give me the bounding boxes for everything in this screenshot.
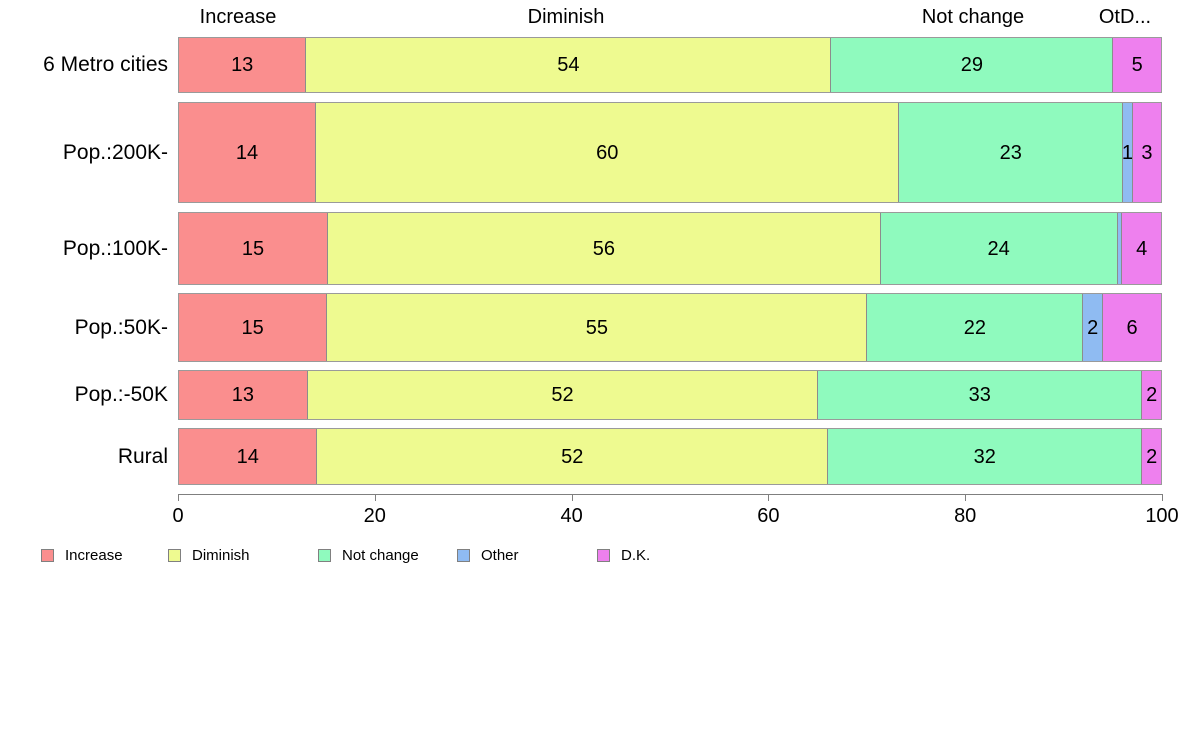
legend-item-not-change: Not change	[318, 547, 419, 564]
segment-value-label: 14	[236, 445, 259, 468]
segment-value-label: 52	[561, 445, 584, 468]
x-axis-tick-label: 20	[363, 505, 386, 527]
segment-value-label: 13	[231, 54, 254, 76]
column-header-diminish: Diminish	[527, 6, 605, 28]
x-axis-tick-label: 60	[757, 505, 780, 527]
segment-value-label: 14	[235, 141, 259, 164]
segment-value-label: 3	[1141, 141, 1153, 164]
segment-value-label: 4	[1136, 237, 1148, 260]
segment-other	[1116, 213, 1122, 284]
segment-other: 2	[1082, 294, 1103, 361]
segment-value-label: 2	[1146, 384, 1158, 406]
segment-value-label: 54	[557, 54, 580, 76]
segment-value-label: 5	[1131, 54, 1143, 76]
legend-item-other: Other	[457, 547, 519, 564]
segment-value-label: 56	[592, 237, 615, 260]
legend-swatch-icon	[41, 549, 54, 562]
segment-d-k-: 2	[1141, 429, 1161, 484]
category-label: Pop.:-50K	[74, 383, 168, 406]
bar-row: 14 60 23 1 3	[178, 102, 1162, 203]
segment-diminish: 56	[327, 213, 880, 284]
x-axis-tick	[571, 494, 573, 501]
column-header-increase: Increase	[199, 6, 277, 28]
bar-row: 15 55 22 2 6	[178, 293, 1162, 362]
legend-item-diminish: Diminish	[168, 547, 250, 564]
segment-diminish: 60	[315, 103, 899, 202]
legend-label: Diminish	[192, 547, 250, 564]
category-label: Pop.:50K-	[74, 315, 168, 339]
segment-other: 1	[1121, 103, 1133, 202]
segment-value-label: 23	[999, 141, 1022, 164]
category-label: Pop.:100K-	[62, 236, 168, 260]
legend-swatch-icon	[168, 549, 181, 562]
legend-label: Other	[481, 547, 519, 564]
category-label: Rural	[117, 444, 168, 468]
segment-diminish: 52	[306, 371, 818, 419]
segment-value-label: 52	[551, 384, 574, 406]
x-axis-tick	[374, 494, 376, 501]
x-axis-tick-label: 80	[954, 505, 977, 527]
segment-d-k-: 5	[1112, 38, 1161, 92]
legend-label: D.K.	[621, 547, 651, 564]
x-axis-tick-label: 100	[1145, 505, 1179, 527]
legend-item-increase: Increase	[41, 547, 123, 564]
x-axis-tick	[768, 494, 770, 501]
x-axis-tick	[965, 494, 967, 501]
segment-value-label: 60	[596, 141, 619, 164]
segment-not-change: 24	[879, 213, 1117, 284]
legend-item-d-k-: D.K.	[597, 547, 651, 564]
column-header-not-change: Not change	[921, 6, 1025, 28]
x-axis-tick-label: 40	[560, 505, 583, 527]
segment-diminish: 54	[305, 38, 831, 92]
segment-increase: 13	[179, 38, 306, 92]
column-header-otd-: OtD...	[1098, 6, 1152, 28]
segment-value-label: 32	[973, 445, 996, 468]
segment-value-label: 55	[585, 316, 608, 339]
x-axis-tick-label: 0	[172, 505, 184, 527]
segment-diminish: 55	[326, 294, 867, 361]
x-axis-tick	[178, 494, 179, 501]
segment-value-label: 1	[1121, 141, 1133, 164]
segment-not-change: 29	[830, 38, 1113, 92]
bar-row: 13 54 29 5	[178, 37, 1162, 93]
category-label: 6 Metro cities	[43, 53, 168, 76]
segment-value-label: 24	[987, 237, 1010, 260]
segment-value-label: 29	[960, 54, 983, 76]
legend-swatch-icon	[318, 549, 331, 562]
segment-increase: 14	[179, 429, 317, 484]
segment-value-label: 13	[231, 384, 254, 406]
bar-row: 13 52 33 2	[178, 370, 1162, 420]
segment-value-label: 15	[241, 237, 265, 260]
segment-increase: 13	[179, 371, 307, 419]
legend-label: Not change	[342, 547, 419, 564]
segment-value-label: 2	[1146, 445, 1158, 468]
bar-row: 15 56 24 4	[178, 212, 1162, 285]
bar-row: 14 52 32 2	[178, 428, 1162, 485]
legend-swatch-icon	[597, 549, 610, 562]
segment-diminish: 52	[316, 429, 828, 484]
x-axis-tick	[1162, 494, 1163, 501]
segment-d-k-: 2	[1141, 371, 1161, 419]
legend-swatch-icon	[457, 549, 470, 562]
segment-value-label: 6	[1126, 316, 1138, 339]
segment-d-k-: 6	[1102, 294, 1161, 361]
segment-increase: 15	[179, 294, 327, 361]
x-axis-line	[178, 494, 1162, 495]
segment-value-label: 22	[963, 316, 987, 339]
segment-not-change: 22	[866, 294, 1083, 361]
segment-d-k-: 3	[1131, 103, 1161, 202]
segment-not-change: 23	[898, 103, 1123, 202]
segment-increase: 15	[179, 213, 328, 284]
segment-not-change: 32	[827, 429, 1142, 484]
category-label: Pop.:200K-	[62, 140, 168, 164]
segment-increase: 14	[179, 103, 316, 202]
segment-value-label: 33	[968, 384, 991, 406]
segment-d-k-: 4	[1121, 213, 1161, 284]
segment-value-label: 15	[241, 316, 264, 339]
legend-label: Increase	[65, 547, 123, 564]
segment-not-change: 33	[817, 371, 1142, 419]
segment-value-label: 2	[1087, 316, 1099, 339]
